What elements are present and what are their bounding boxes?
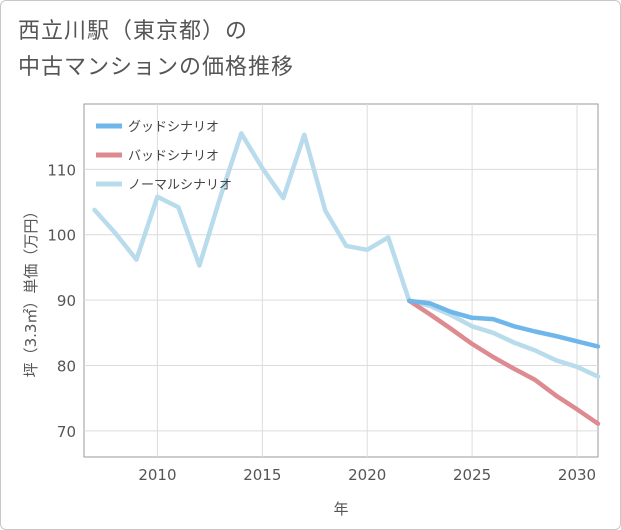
y-tick-label: 110 bbox=[47, 161, 76, 179]
plot-area bbox=[83, 103, 599, 458]
legend-label: グッドシナリオ bbox=[128, 120, 219, 135]
y-tick-label: 70 bbox=[57, 423, 76, 441]
series-line-0 bbox=[406, 298, 601, 349]
legend-label: ノーマルシナリオ bbox=[128, 178, 232, 193]
series-line-2 bbox=[92, 131, 601, 379]
x-tick-label: 2015 bbox=[243, 466, 281, 484]
title-line-1: 西立川駅（東京都）の bbox=[18, 19, 249, 44]
x-axis-label: 年 bbox=[333, 500, 348, 518]
y-tick-label: 100 bbox=[47, 227, 76, 245]
y-axis-label: 坪（3.3㎡）単価（万円） bbox=[22, 204, 40, 378]
x-tick-label: 2020 bbox=[348, 466, 386, 484]
x-tick-label: 2010 bbox=[138, 466, 176, 484]
x-tick-label: 2030 bbox=[558, 466, 596, 484]
y-tick-label: 90 bbox=[57, 292, 76, 310]
series-group bbox=[92, 131, 601, 426]
chart-title: 西立川駅（東京都）の 中古マンションの価格推移 bbox=[18, 14, 294, 86]
x-tick-label: 2025 bbox=[453, 466, 491, 484]
series-line-1 bbox=[406, 298, 601, 426]
title-line-2: 中古マンションの価格推移 bbox=[18, 55, 295, 80]
y-tick-label: 80 bbox=[57, 357, 76, 375]
legend-label: バッドシナリオ bbox=[128, 149, 219, 164]
